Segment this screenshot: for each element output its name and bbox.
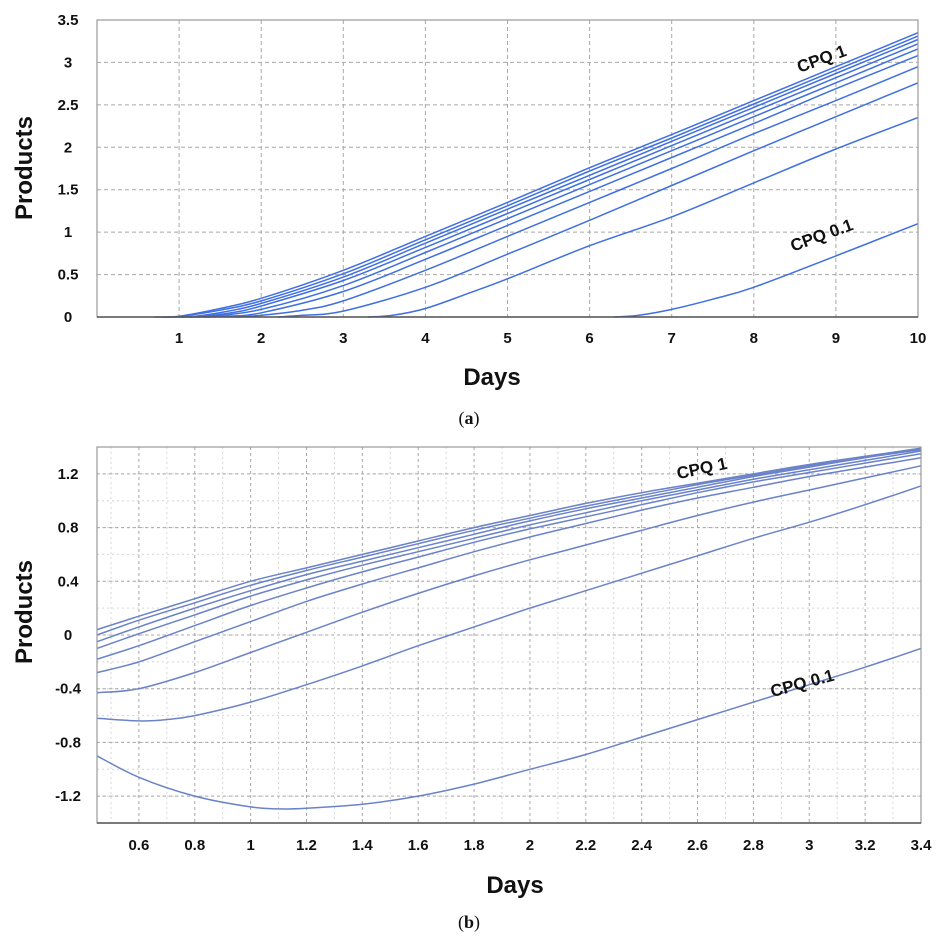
series-lines-b	[96, 447, 922, 810]
caption-a: (a)	[459, 408, 480, 429]
x-tick-label: 1	[246, 837, 254, 854]
x-tick-label: 2.8	[743, 837, 764, 854]
series-line-a-5	[187, 48, 919, 318]
x-tick-label: 1.4	[352, 837, 374, 854]
y-tick-label: 2	[64, 139, 72, 156]
y-tick-labels-a: 0 0.5 1 1.5 2 2.5 3 3.5	[58, 12, 79, 326]
y-tick-label: 0.8	[58, 520, 79, 537]
series-line-b-2	[96, 447, 922, 636]
x-tick-label: 1	[175, 330, 183, 347]
series-line-a-2	[162, 35, 919, 318]
x-tick-label: 2.2	[575, 837, 596, 854]
x-tick-label: 8	[750, 330, 758, 347]
series-line-a-1	[154, 32, 919, 318]
x-axis-label-b: Days	[486, 872, 543, 899]
x-tick-label: 0.8	[184, 837, 205, 854]
plot-frame-b	[96, 446, 922, 824]
series-line-b-8	[96, 485, 922, 722]
series-line-a-9	[367, 116, 919, 318]
x-tick-label: 1.6	[408, 837, 429, 854]
y-tick-label: 0	[64, 309, 72, 326]
annotation-label: CPQ 0.1	[768, 666, 836, 701]
y-tick-label: -0.8	[55, 734, 81, 751]
x-tick-label: 2.4	[631, 837, 653, 854]
y-tick-label: 0	[64, 627, 72, 644]
series-line-a-4	[179, 43, 919, 318]
x-axis-label-a: Days	[463, 364, 520, 391]
x-tick-label: 7	[668, 330, 676, 347]
x-tick-label: 2	[257, 330, 265, 347]
y-tick-labels-b: -1.2 -0.8 -0.4 0 0.4 0.8 1.2	[55, 466, 82, 805]
x-tick-label: 0.6	[128, 837, 149, 854]
series-line-b-6	[96, 456, 922, 674]
y-axis-label-a: Products	[11, 116, 38, 220]
series-line-b-4	[96, 450, 922, 650]
x-tick-label: 4	[421, 330, 430, 347]
annotation-label: CPQ 0.1	[788, 215, 856, 255]
x-tick-label: 5	[503, 330, 511, 347]
x-tick-label: 6	[585, 330, 593, 347]
y-tick-label: -1.2	[55, 788, 81, 805]
y-tick-label: 3.5	[58, 12, 79, 29]
series-line-a-8	[277, 82, 919, 318]
x-tick-label: 2	[526, 837, 534, 854]
grid-b	[97, 446, 921, 824]
series-line-b-1	[96, 447, 922, 631]
plot-frame-a	[96, 19, 919, 318]
x-tick-labels-b: 0.6 0.8 1 1.2 1.4 1.6 1.8 2 2.2 2.4 2.6 2.8 3 3.2 3.4	[128, 837, 932, 854]
y-tick-label: 1	[64, 224, 72, 241]
x-tick-label: 3	[339, 330, 347, 347]
caption-letter-a: a	[465, 408, 474, 428]
chart-panel-b: 0.6 0.8 1 1.2 1.4 1.6 1.8 2 2.2 2.4 2.6 2.8 3 3.2 3.4 …	[11, 446, 932, 933]
x-tick-label: 3.2	[855, 837, 876, 854]
x-tick-label: 3.4	[911, 837, 933, 854]
caption-letter-b: b	[464, 912, 474, 932]
x-tick-label: 1.2	[296, 837, 317, 854]
series-line-a-7	[236, 66, 919, 318]
y-tick-label: 1.2	[58, 466, 79, 483]
series-line-b-5	[96, 452, 922, 660]
x-tick-label: 9	[832, 330, 840, 347]
series-line-a-3	[170, 38, 919, 318]
series-line-a-6	[203, 54, 919, 318]
series-line-b-3	[96, 448, 922, 643]
y-axis-label-b: Products	[11, 560, 38, 664]
y-tick-label: -0.4	[55, 681, 82, 698]
y-tick-label: 3	[64, 54, 72, 71]
y-tick-label: 0.5	[58, 267, 79, 284]
x-tick-label: 3	[805, 837, 813, 854]
y-tick-label: 0.4	[58, 573, 80, 590]
x-tick-label: 1.8	[464, 837, 485, 854]
series-line-b-7	[96, 465, 922, 694]
y-tick-label: 2.5	[58, 97, 79, 114]
x-tick-label: 2.6	[687, 837, 708, 854]
y-tick-label: 1.5	[58, 182, 79, 199]
series-line-b-9	[96, 647, 922, 810]
x-tick-labels-a: 1 2 3 4 5 6 7 8 9 10	[175, 330, 926, 347]
series-lines-a	[154, 32, 919, 318]
x-tick-label: 10	[910, 330, 927, 347]
series-line-a-10	[614, 223, 919, 318]
caption-b: (b)	[458, 912, 480, 933]
